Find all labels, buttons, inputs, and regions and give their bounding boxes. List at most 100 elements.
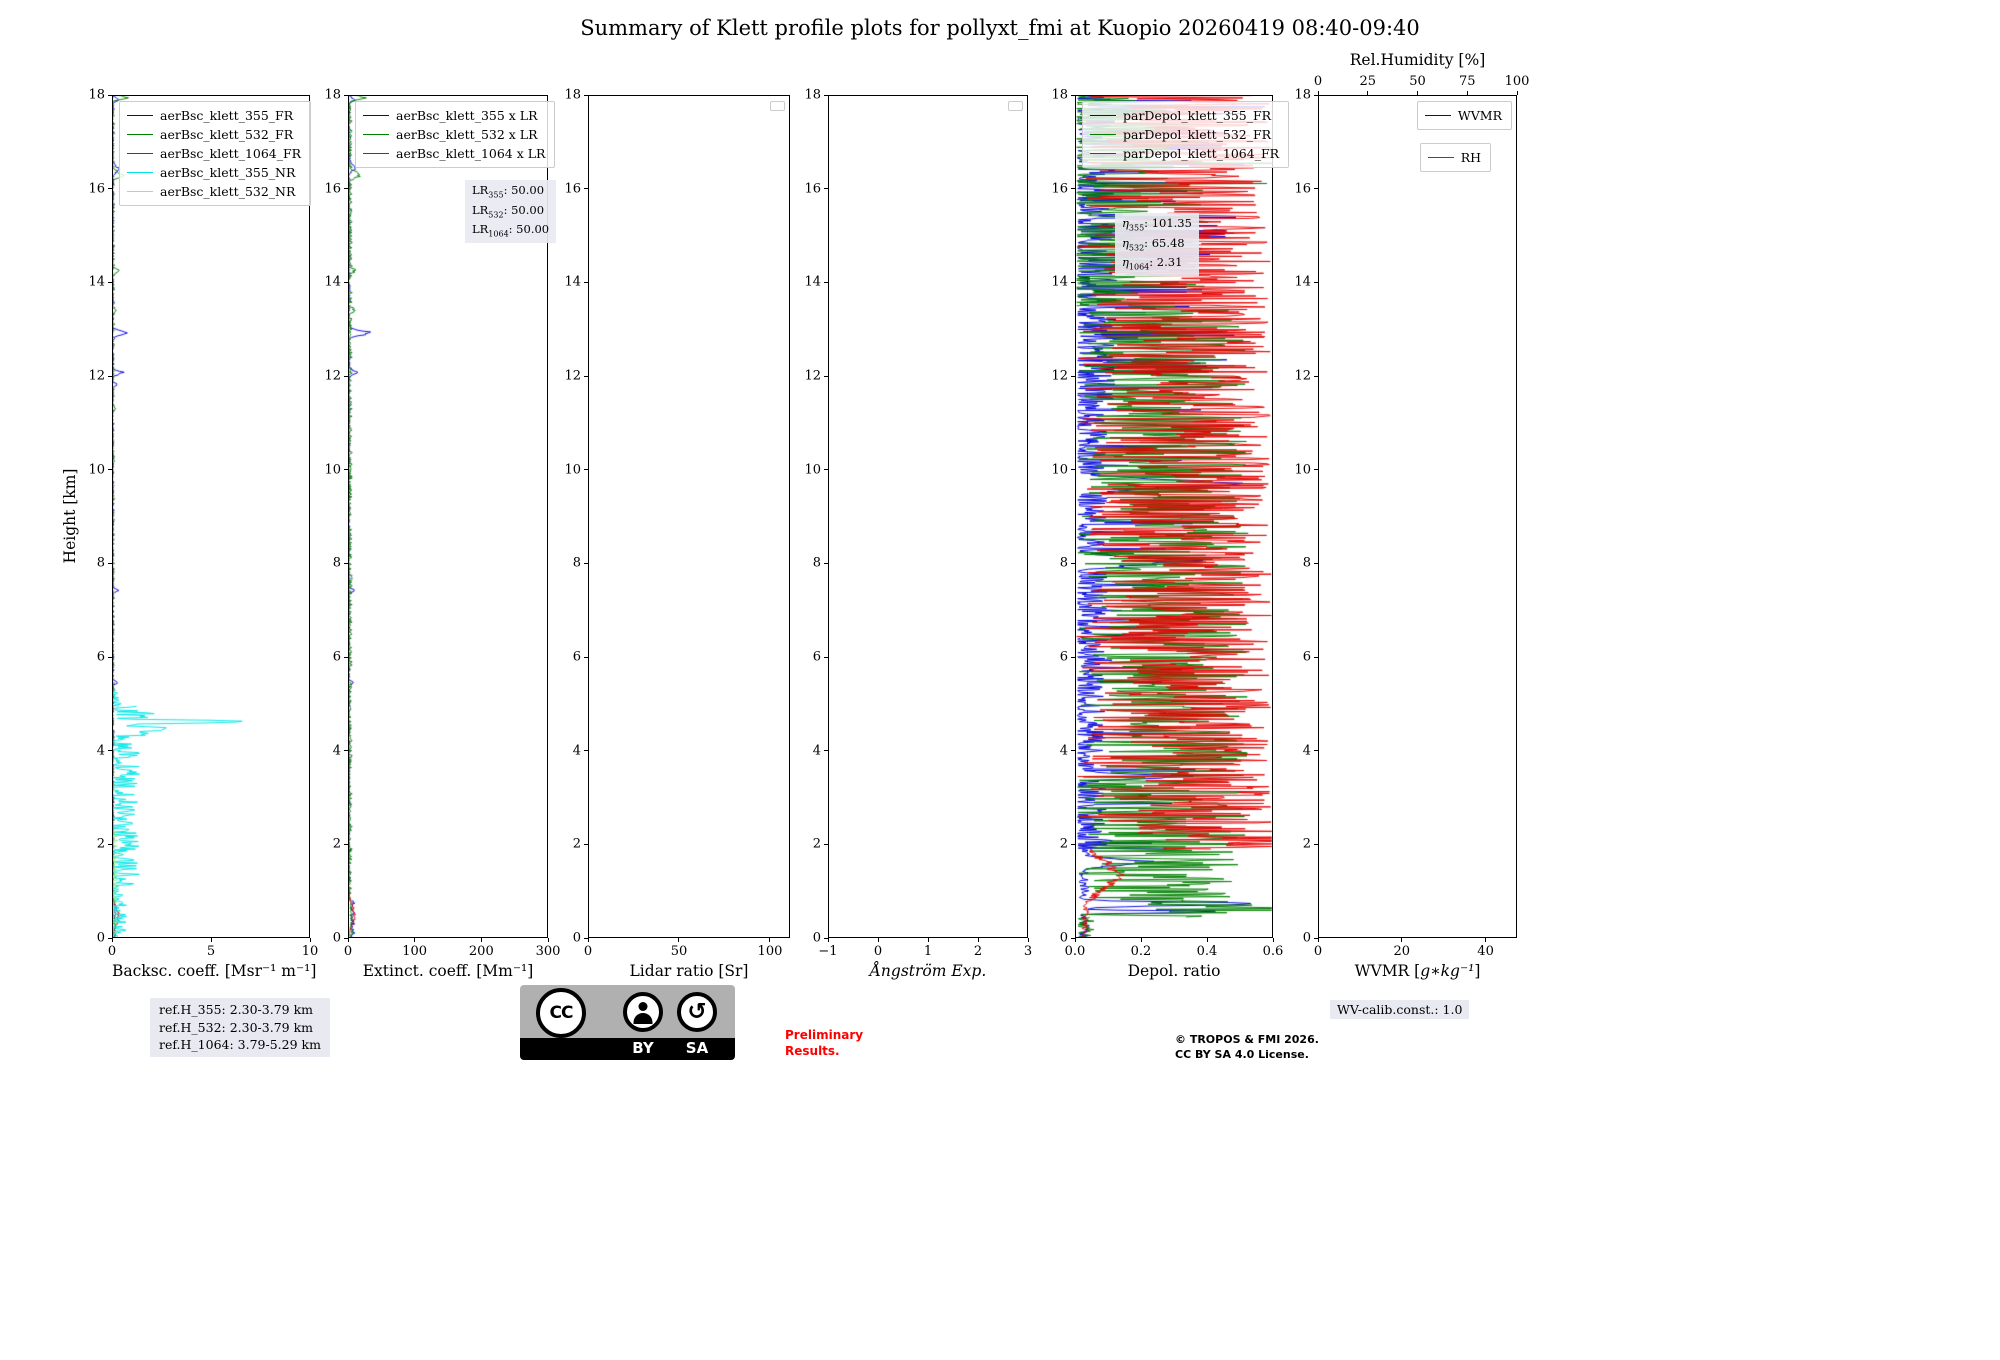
annotation-line: η1064: 2.31 [1122,255,1183,272]
y-tick-mark [584,94,588,96]
y-tick-mark [108,656,112,658]
x-tick-mark [1272,938,1274,942]
x-tick-label: 200 [468,944,494,959]
y-tick-mark [344,94,348,96]
y-tick-mark [1314,843,1318,845]
y-tick-mark [1071,94,1075,96]
y-tick-label: 14 [1294,274,1311,290]
y-tick-label: 6 [1302,649,1311,665]
y-tick-label: 2 [332,836,341,852]
top-tick-label: 50 [1409,74,1426,89]
x-axis-label-lidar_ratio: Lidar ratio [Sr] [629,962,749,980]
x-tick-label: 100 [757,944,783,959]
x-tick-label: 300 [535,944,561,959]
copyright-line-1: © TROPOS & FMI 2026. [1175,1033,1319,1046]
x-tick-label: 10 [301,944,319,959]
x-tick-mark [977,938,979,942]
y-tick-mark [1071,375,1075,377]
y-tick-mark [108,843,112,845]
y-tick-label: 18 [88,87,105,103]
y-tick-mark [108,562,112,564]
y-tick-mark [584,188,588,190]
legend-label: aerBsc_klett_355 x LR [396,108,538,123]
y-tick-mark [824,188,828,190]
wv-calib-note: WV-calib.const.: 1.0 [1330,1000,1470,1019]
x-tick-label: 20 [1393,944,1411,959]
legend-label: RH [1460,150,1481,165]
legend-line-swatch [127,172,153,173]
y-tick-label: 2 [1059,836,1068,852]
x-tick-label: 0 [1313,944,1323,959]
copyright-line-2: CC BY SA 4.0 License. [1175,1047,1309,1061]
y-tick-label: 12 [804,368,821,384]
legend-line-swatch [363,134,389,135]
y-tick-label: 18 [1051,87,1068,103]
y-tick-label: 2 [812,836,821,852]
x-axis-label-backscatter: Backsc. coeff. [Msr⁻¹ m⁻¹] [112,962,317,980]
cc-icon-text: CC [549,1003,574,1023]
y-tick-mark [824,843,828,845]
legend-item: aerBsc_klett_532 x LR [363,125,545,144]
y-tick-label: 12 [324,368,341,384]
y-tick-label: 8 [332,555,341,571]
y-tick-mark [824,750,828,752]
x-tick-mark [827,938,829,942]
cc-sa-label: SA [685,1039,709,1057]
x-axis-label-angstrom: Ångström Exp. [869,962,987,980]
legend-wvmr: WVMR [1416,101,1512,130]
y-tick-label: 10 [1294,462,1311,478]
y-tick-label: 6 [572,649,581,665]
preliminary-note: Preliminary Results. [785,1028,863,1059]
y-tick-label: 0 [812,930,821,946]
y-tick-label: 12 [1051,368,1068,384]
x-tick-label: 40 [1477,944,1494,959]
y-tick-label: 14 [564,274,581,290]
y-tick-label: 10 [1051,462,1068,478]
top-tick-mark [1417,91,1418,95]
y-tick-label: 6 [1059,649,1068,665]
y-tick-mark [1071,188,1075,190]
y-tick-label: 8 [1302,555,1311,571]
y-tick-label: 6 [332,649,341,665]
panel-wvmr: 0 2 4 6 8 10 12 14 16 18 0 20 40 0 25 50 75 100 Rel.Humidi… [1294,51,1529,980]
x-tick-mark [480,938,482,942]
panel-extinction: 0 2 4 6 8 10 12 14 16 18 0 100 200 300 Extinct. coeff.… [324,88,560,981]
y-tick-mark [1071,281,1075,283]
y-tick-label: 0 [332,930,341,946]
annotation-line: η532: 65.48 [1122,235,1185,252]
y-tick-label: 14 [1051,274,1068,290]
y-tick-mark [344,750,348,752]
legend-item: RH [1427,148,1481,167]
x-tick-mark [1140,938,1142,942]
legend-item: parDepol_klett_355_FR [1090,106,1279,125]
x-tick-mark [1074,938,1076,942]
x-axis-label-extinction: Extinct. coeff. [Mm⁻¹] [362,962,534,980]
x-tick-label: 1 [923,944,933,959]
y-tick-label: 16 [1294,181,1311,197]
legend-item: aerBsc_klett_355_NR [127,163,301,182]
y-axis-label: Height [km] [61,468,79,564]
empty-legend-box [1008,101,1023,111]
legend-item: aerBsc_klett_355_FR [127,106,301,125]
y-tick-mark [584,750,588,752]
y-tick-mark [108,94,112,96]
y-tick-label: 2 [96,836,105,852]
y-tick-mark [584,375,588,377]
top-tick-label: 75 [1458,74,1476,89]
x-tick-mark [347,938,349,942]
y-tick-mark [824,469,828,471]
legend-item: aerBsc_klett_532_NR [127,182,301,201]
panel-backscatter: 0 2 4 6 8 10 12 14 16 18 0 5 10 Backsc. coeff. [Msr⁻¹… [88,88,318,981]
y-tick-label: 12 [564,368,581,384]
plot-area-wvmr [1318,95,1517,938]
cc-license-badge: CC ↺ BY SA [520,985,735,1060]
y-tick-mark [344,188,348,190]
ref-h-1064: ref.H_1064: 3.79-5.29 km [159,1037,321,1052]
y-tick-label: 10 [88,462,105,478]
panel-depol: 0 2 4 6 8 10 12 14 16 18 0.0 0.2 0.4 0.6 Depol. ratio p… [1051,88,1290,980]
x-tick-mark [1317,938,1319,942]
y-tick-mark [344,469,348,471]
y-tick-label: 16 [324,181,341,197]
y-tick-mark [108,188,112,190]
figure-title: Summary of Klett profile plots for polly… [580,16,1420,40]
